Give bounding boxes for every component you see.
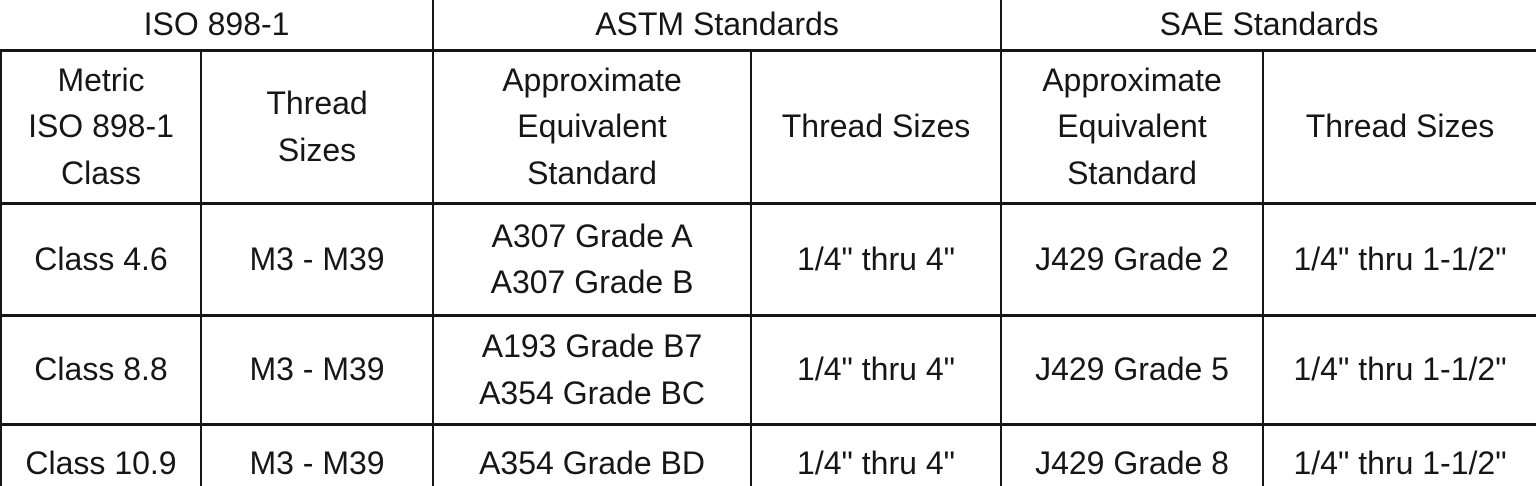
cell-iso-class: Class 4.6 bbox=[0, 201, 202, 317]
group-header-row: ISO 898-1 ASTM Standards SAE Standards bbox=[1, 0, 1536, 52]
table-row-class-10-9: Class 10.9 M3 - M39 A354 Grade BD 1/4" t… bbox=[0, 422, 1536, 486]
cell-iso-thread-sizes: M3 - M39 bbox=[199, 201, 435, 317]
column-header-sae-equivalent-standard: Approximate Equivalent Standard bbox=[1000, 48, 1265, 205]
cell-sae-thread-sizes: 1/4" thru 1-1/2" bbox=[1262, 201, 1536, 317]
cell-iso-thread-sizes: M3 - M39 bbox=[199, 422, 435, 486]
cell-sae-thread-sizes: 1/4" thru 1-1/2" bbox=[1262, 313, 1536, 426]
cell-iso-thread-sizes: M3 - M39 bbox=[199, 313, 435, 426]
column-header-sae-thread-sizes: Thread Sizes bbox=[1262, 48, 1536, 205]
cell-astm-thread-sizes: 1/4" thru 4" bbox=[750, 422, 1003, 486]
column-header-iso-thread-sizes: Thread Sizes bbox=[199, 48, 435, 205]
table-row-class-4-6: Class 4.6 M3 - M39 A307 Grade A A307 Gra… bbox=[0, 201, 1536, 317]
cell-sae-equivalent: J429 Grade 2 bbox=[1000, 201, 1265, 317]
group-header-astm-standards: ASTM Standards bbox=[432, 0, 1003, 52]
cell-astm-equivalent: A307 Grade A A307 Grade B bbox=[432, 201, 753, 317]
cell-iso-class: Class 10.9 bbox=[0, 422, 202, 486]
cell-astm-equivalent: A193 Grade B7 A354 Grade BC bbox=[432, 313, 753, 426]
column-header-astm-equivalent-standard: Approximate Equivalent Standard bbox=[432, 48, 753, 205]
group-header-iso-898-1: ISO 898-1 bbox=[1, 0, 435, 52]
column-header-metric-iso-class: Metric ISO 898-1 Class bbox=[0, 48, 202, 205]
cell-sae-thread-sizes: 1/4" thru 1-1/2" bbox=[1262, 422, 1536, 486]
cell-sae-equivalent: J429 Grade 8 bbox=[1000, 422, 1265, 486]
table-row-class-8-8: Class 8.8 M3 - M39 A193 Grade B7 A354 Gr… bbox=[0, 313, 1536, 426]
group-header-sae-standards: SAE Standards bbox=[1000, 0, 1536, 52]
cell-astm-equivalent: A354 Grade BD bbox=[432, 422, 753, 486]
cell-astm-thread-sizes: 1/4" thru 4" bbox=[750, 313, 1003, 426]
cell-sae-equivalent: J429 Grade 5 bbox=[1000, 313, 1265, 426]
column-header-row: Metric ISO 898-1 Class Thread Sizes Appr… bbox=[0, 48, 1536, 205]
column-header-astm-thread-sizes: Thread Sizes bbox=[750, 48, 1003, 205]
cell-iso-class: Class 8.8 bbox=[0, 313, 202, 426]
cell-astm-thread-sizes: 1/4" thru 4" bbox=[750, 201, 1003, 317]
